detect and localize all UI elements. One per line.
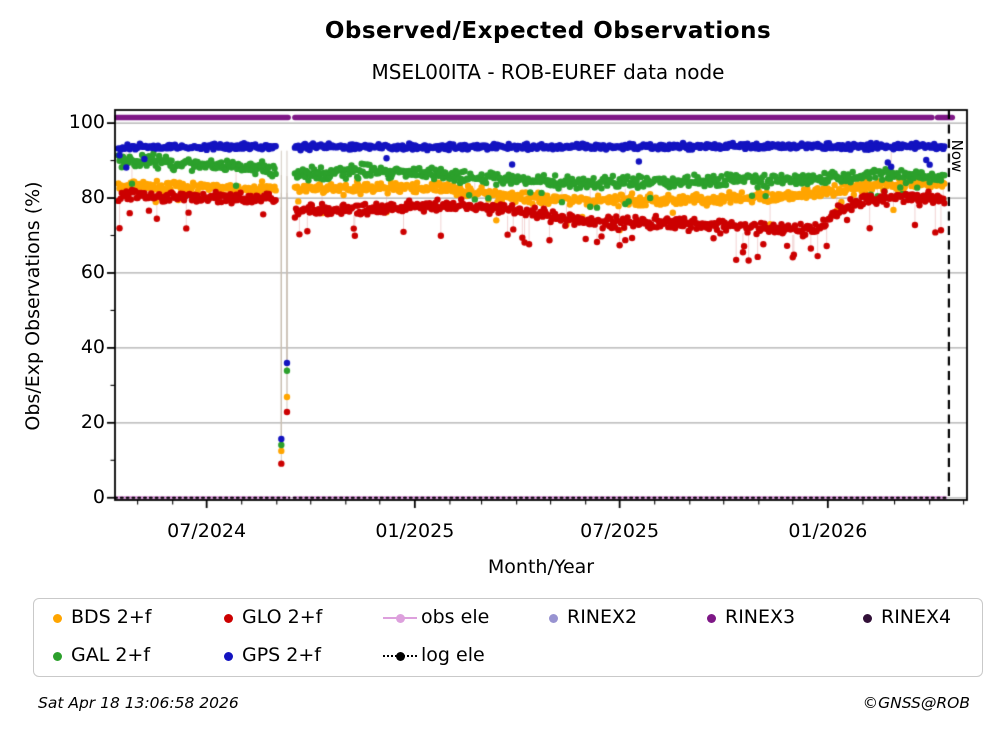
legend-label: GLO 2+f bbox=[242, 606, 323, 628]
footer-copyright: ©GNSS@ROB bbox=[862, 694, 970, 712]
rinex3-marker-icon bbox=[706, 613, 716, 623]
chart-title: Observed/Expected Observations bbox=[324, 18, 772, 44]
y-tick-label: 80 bbox=[80, 186, 105, 209]
rinex2-marker-icon bbox=[548, 613, 558, 623]
log-ele-marker-icon bbox=[395, 651, 405, 661]
legend-label: log ele bbox=[421, 644, 485, 666]
x-axis-label: Month/Year bbox=[487, 556, 595, 578]
y-tick-label: 100 bbox=[68, 111, 105, 134]
now-label: Now bbox=[948, 139, 966, 173]
legend-label: RINEX4 bbox=[881, 606, 952, 628]
legend-label: obs ele bbox=[421, 606, 490, 628]
x-tick-label: 01/2025 bbox=[375, 520, 455, 542]
footer-timestamp: Sat Apr 18 13:06:58 2026 bbox=[38, 694, 239, 712]
legend-label: GAL 2+f bbox=[71, 644, 151, 666]
legend-label: BDS 2+f bbox=[71, 606, 152, 628]
y-tick-label: 60 bbox=[80, 260, 105, 283]
y-tick-label: 0 bbox=[92, 485, 105, 508]
x-tick-label: 07/2025 bbox=[580, 520, 660, 542]
obs-ele-marker-icon bbox=[395, 613, 405, 623]
gps-2+f-marker-icon bbox=[223, 651, 233, 661]
legend-label: GPS 2+f bbox=[242, 644, 321, 666]
x-tick-label: 01/2026 bbox=[788, 520, 868, 542]
rinex4-marker-icon bbox=[862, 613, 872, 623]
legend bbox=[33, 598, 983, 677]
y-axis-label: Obs/Exp Observations (%) bbox=[22, 181, 44, 431]
chart-subtitle: MSEL00ITA - ROB-EUREF data node bbox=[371, 60, 725, 84]
legend-label: RINEX2 bbox=[567, 606, 638, 628]
legend-label: RINEX3 bbox=[725, 606, 796, 628]
bds-2+f-marker-icon bbox=[52, 613, 62, 623]
glo-2+f-marker-icon bbox=[223, 613, 233, 623]
x-tick-label: 07/2024 bbox=[167, 520, 247, 542]
y-tick-label: 20 bbox=[80, 410, 105, 433]
gal-2+f-marker-icon bbox=[52, 651, 62, 661]
y-tick-label: 40 bbox=[80, 335, 105, 358]
